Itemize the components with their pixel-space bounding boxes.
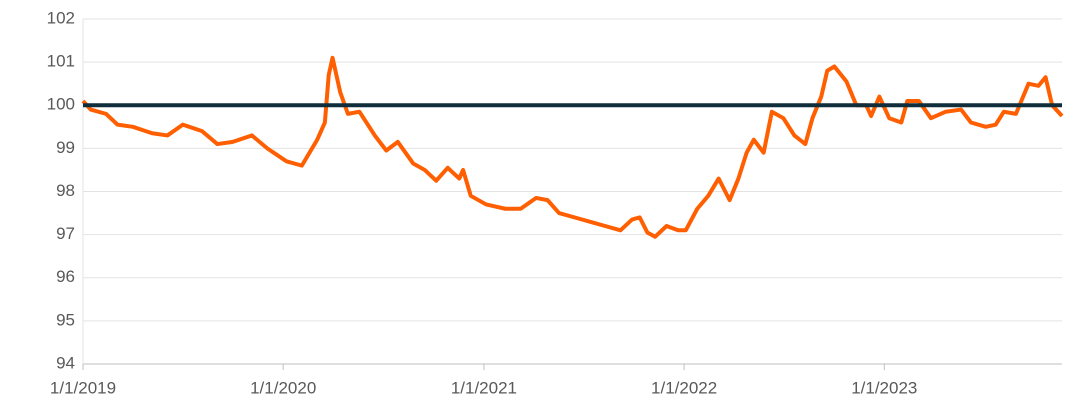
y-tick-label: 97: [56, 224, 75, 243]
y-tick-label: 102: [47, 8, 75, 27]
y-tick-label: 94: [56, 353, 75, 372]
x-tick-label: 1/1/2022: [651, 378, 717, 397]
x-tick-label: 1/1/2023: [851, 378, 917, 397]
y-tick-label: 96: [56, 267, 75, 286]
data-line: [81, 55, 1064, 239]
y-tick-label: 99: [56, 138, 75, 157]
x-tick-label: 1/1/2019: [50, 378, 116, 397]
y-tick-label: 95: [56, 310, 75, 329]
y-tick-label: 98: [56, 181, 75, 200]
y-tick-label: 101: [47, 52, 75, 71]
x-tick-label: 1/1/2021: [451, 378, 517, 397]
y-tick-label: 100: [47, 95, 75, 114]
x-tick-label: 1/1/2020: [250, 378, 316, 397]
